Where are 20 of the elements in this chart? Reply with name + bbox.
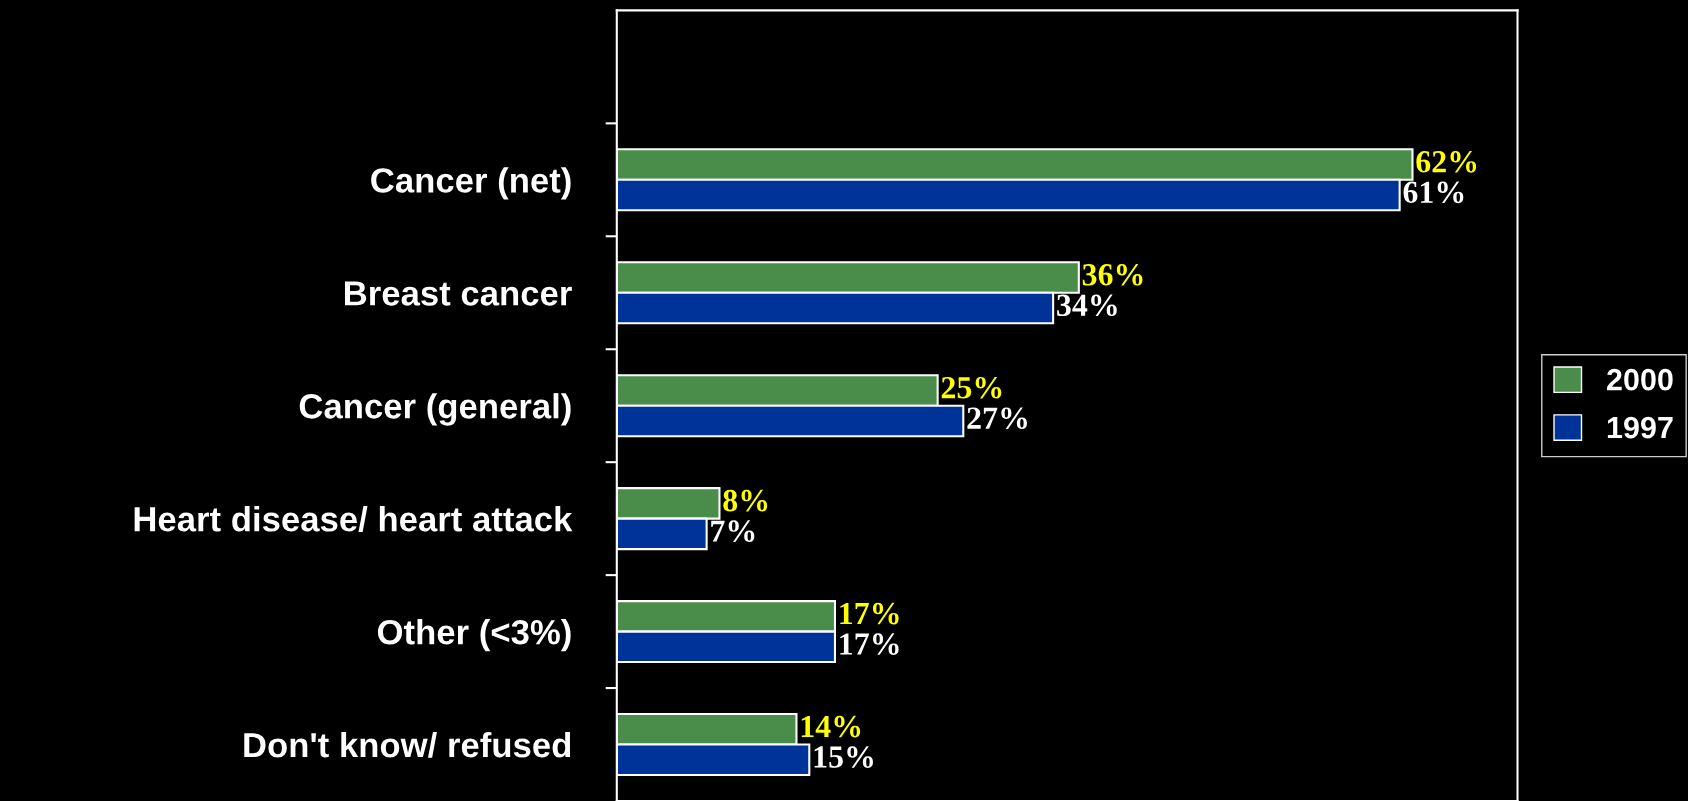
data-label: 17% [840,602,899,625]
y-tick-label: Breast cancer [344,281,572,306]
data-label: 61% [1403,181,1464,204]
data-label: 36% [1082,263,1143,286]
y-tick-label: Other (<3%) [377,619,571,652]
y-tick-label: Don't know/ refused [244,731,571,758]
y-tick-label: Cancer (general) [299,393,571,426]
data-label: 15% [814,746,873,768]
data-label: 8% [723,489,768,512]
data-label: 25% [941,376,1002,399]
data-label: 62% [1416,151,1477,173]
legend-label: 2000 [1607,368,1673,391]
data-label: 27% [967,407,1027,430]
data-label: 14% [801,715,861,738]
y-tick-label: Cancer (net) [371,167,571,200]
data-label: 7% [711,520,755,542]
data-label: 17% [840,633,899,655]
y-tick-label: Heart disease/ heart attack [134,506,573,532]
legend-label: 1997 [1607,416,1673,439]
data-label: 34% [1057,294,1117,317]
